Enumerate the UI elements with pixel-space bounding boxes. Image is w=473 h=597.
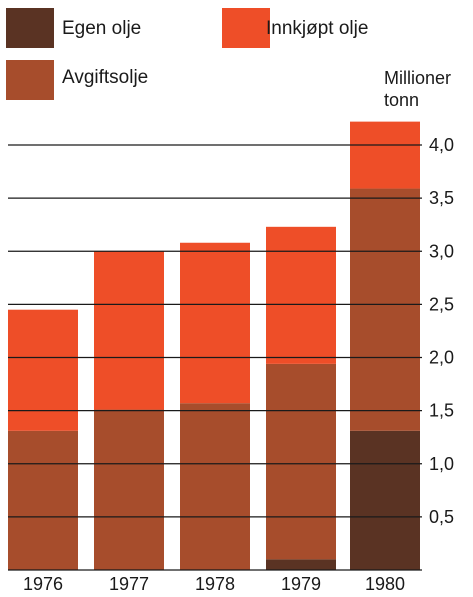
x-category-label: 1980 (365, 574, 405, 594)
x-category-label: 1979 (281, 574, 321, 594)
y-tick-label: 0,5 (429, 507, 454, 527)
bar-segment (266, 559, 336, 570)
bar-segment (180, 403, 250, 570)
y-tick-label: 3,0 (429, 241, 454, 261)
bar-segment (266, 363, 336, 560)
bar-segment (8, 309, 78, 431)
legend-label: Egen olje (62, 18, 141, 39)
y-tick-label: 4,0 (429, 135, 454, 155)
legend-label: Innkjøpt olje (266, 18, 368, 39)
legend-swatch (222, 8, 270, 48)
gridlines (8, 144, 422, 571)
y-axis-ticks: 0,5 1,0 1,5 2,0 2,5 3,0 3,5 4,0 (429, 135, 454, 527)
x-axis-categories: 1976 1977 1978 1979 1980 (23, 574, 405, 594)
x-category-label: 1978 (195, 574, 235, 594)
legend-swatch (6, 8, 54, 48)
bar-segment (180, 242, 250, 404)
bar-segment (94, 409, 164, 570)
unit-label-line: tonn (384, 90, 419, 110)
bar-segment (350, 430, 420, 570)
y-tick-label: 3,5 (429, 188, 454, 208)
x-category-label: 1976 (23, 574, 63, 594)
legend-swatch (6, 60, 54, 100)
bar-segment (8, 430, 78, 570)
bar-segment (350, 188, 420, 431)
y-tick-label: 2,0 (429, 348, 454, 368)
bar-segment (266, 226, 336, 364)
y-tick-label: 2,5 (429, 294, 454, 314)
unit-label-line: Millioner (384, 68, 451, 88)
bars-group (8, 121, 420, 570)
bar-segment (350, 121, 420, 189)
y-tick-label: 1,5 (429, 401, 454, 421)
x-category-label: 1977 (109, 574, 149, 594)
y-tick-label: 1,0 (429, 454, 454, 474)
legend-label: Avgiftsolje (62, 67, 148, 88)
bar-segment (94, 251, 164, 410)
legend: Egen olje Avgiftsolje Innkjøpt olje (6, 8, 368, 100)
